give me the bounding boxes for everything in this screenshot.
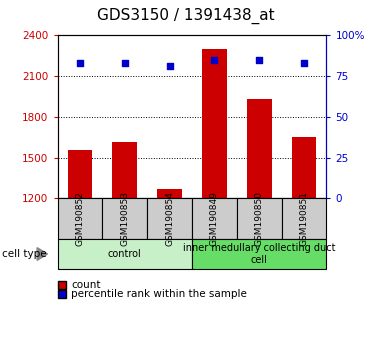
Bar <box>112 142 137 198</box>
Point <box>167 63 173 68</box>
Point <box>122 60 128 66</box>
Text: inner medullary collecting duct
cell: inner medullary collecting duct cell <box>183 243 335 265</box>
Point <box>211 57 217 63</box>
Bar <box>202 49 227 198</box>
Text: GSM190850: GSM190850 <box>255 191 264 246</box>
Text: cell type: cell type <box>2 249 46 259</box>
Text: GSM190851: GSM190851 <box>299 191 309 246</box>
Bar <box>247 99 272 198</box>
Point <box>256 57 262 63</box>
Bar <box>157 189 182 198</box>
Point <box>77 60 83 66</box>
Text: count: count <box>71 280 101 290</box>
Text: GSM190854: GSM190854 <box>165 191 174 246</box>
Text: control: control <box>108 249 142 259</box>
Text: GSM190849: GSM190849 <box>210 191 219 246</box>
Bar <box>68 150 92 198</box>
Text: GDS3150 / 1391438_at: GDS3150 / 1391438_at <box>97 8 274 24</box>
Point <box>301 60 307 66</box>
Text: GSM190852: GSM190852 <box>75 191 85 246</box>
Bar <box>292 137 316 198</box>
Text: percentile rank within the sample: percentile rank within the sample <box>71 289 247 299</box>
Text: GSM190853: GSM190853 <box>120 191 129 246</box>
